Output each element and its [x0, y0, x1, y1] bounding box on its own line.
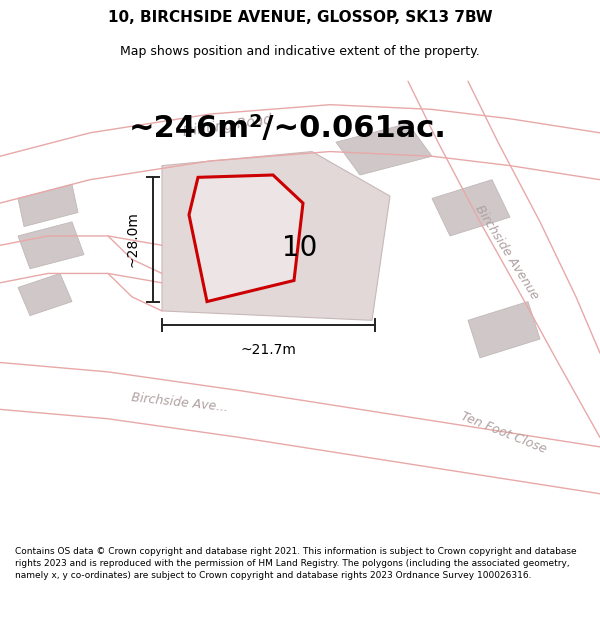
- Text: ~21.7m: ~21.7m: [241, 342, 296, 357]
- Text: Dinting Road: Dinting Road: [182, 112, 274, 139]
- Polygon shape: [18, 274, 72, 316]
- Text: Contains OS data © Crown copyright and database right 2021. This information is : Contains OS data © Crown copyright and d…: [15, 548, 577, 580]
- Text: ~246m²/~0.061ac.: ~246m²/~0.061ac.: [129, 114, 447, 142]
- Polygon shape: [18, 222, 84, 269]
- Text: Birchside Ave...: Birchside Ave...: [131, 391, 229, 414]
- Polygon shape: [468, 301, 540, 358]
- Text: 10, BIRCHSIDE AVENUE, GLOSSOP, SK13 7BW: 10, BIRCHSIDE AVENUE, GLOSSOP, SK13 7BW: [107, 11, 493, 26]
- Text: Ten Foot Close: Ten Foot Close: [459, 410, 549, 456]
- Polygon shape: [18, 184, 78, 226]
- Text: Map shows position and indicative extent of the property.: Map shows position and indicative extent…: [120, 45, 480, 58]
- Polygon shape: [432, 180, 510, 236]
- Text: ~28.0m: ~28.0m: [126, 211, 140, 268]
- Polygon shape: [336, 124, 432, 175]
- Polygon shape: [189, 175, 303, 301]
- Text: Birchside Avenue: Birchside Avenue: [473, 202, 541, 302]
- Polygon shape: [162, 151, 390, 320]
- Text: 10: 10: [283, 234, 317, 262]
